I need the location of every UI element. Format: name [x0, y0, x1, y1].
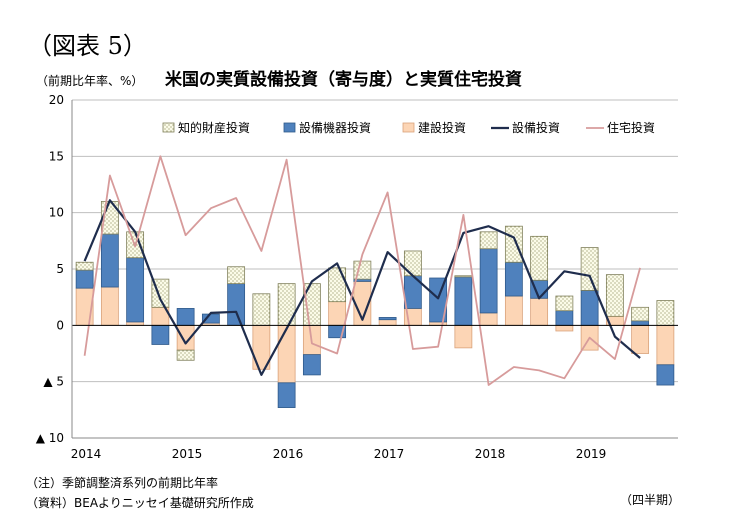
legend-label: 住宅投資	[607, 120, 655, 135]
bar-equipment	[555, 310, 574, 326]
legend-swatch-ip	[162, 122, 175, 133]
bar-equipment	[277, 382, 296, 408]
legend-item-structures: 建設投資	[402, 120, 466, 135]
bar-equipment	[580, 290, 599, 326]
bar-structures	[277, 324, 296, 384]
bar-ip	[403, 250, 422, 277]
bar-structures	[378, 319, 397, 326]
bar-ip	[75, 261, 94, 271]
bar-ip	[252, 293, 271, 326]
bar-ip	[580, 247, 599, 291]
bar-equipment	[479, 248, 498, 314]
legend-item-ip: 知的財産投資	[162, 120, 250, 135]
y-tick-label: 0	[56, 318, 64, 332]
bar-equipment	[100, 233, 119, 288]
bars	[75, 200, 675, 408]
y-tick-label: 5	[56, 262, 64, 276]
bar-structures	[656, 324, 675, 366]
y-tick-label: 15	[49, 149, 64, 163]
x-tick-label: 2019	[576, 447, 607, 461]
bar-structures	[479, 312, 498, 326]
x-tick-label: 2017	[374, 447, 405, 461]
legend-label: 設備投資	[512, 120, 560, 135]
chart-title: 米国の実質設備投資（寄与度）と実質住宅投資	[165, 70, 522, 90]
bar-equipment	[75, 269, 94, 289]
lines	[83, 155, 641, 386]
legend-label: 知的財産投資	[178, 120, 250, 135]
bar-ip	[656, 300, 675, 326]
bar-structures	[429, 321, 448, 326]
bar-equipment	[302, 354, 321, 376]
bar-structures	[555, 324, 574, 332]
bar-ip	[530, 235, 549, 281]
bar-structures	[328, 301, 347, 326]
legend-item-equipment: 設備機器投資	[283, 120, 371, 135]
legend-item-total: 設備投資	[491, 120, 560, 135]
bar-equipment	[454, 276, 473, 326]
bar-ip	[631, 306, 650, 322]
x-axis-unit-label: （四半期）	[620, 493, 681, 507]
bar-structures	[631, 324, 650, 354]
bar-structures	[100, 286, 119, 326]
y-axis-unit-label: （前期比年率、%）	[36, 74, 144, 88]
source-note: （資料）BEAよりニッセイ基礎研究所作成	[26, 496, 254, 510]
x-tick-label: 2014	[71, 447, 102, 461]
legend-swatch-structures	[402, 122, 415, 133]
y-tick-label: ▲ 10	[36, 431, 64, 445]
bar-structures	[504, 295, 523, 326]
footnote: （注）季節調整済系列の前期比年率	[26, 476, 219, 490]
x-tick-label: 2015	[172, 447, 203, 461]
bar-ip	[504, 225, 523, 263]
bar-equipment	[378, 317, 397, 321]
legend-label: 設備機器投資	[299, 120, 371, 135]
x-tick-label: 2016	[273, 447, 304, 461]
legend: 知的財産投資 設備機器投資 建設投資 設備投資 住宅投資	[162, 120, 655, 135]
line-total	[83, 199, 641, 376]
line-residential	[83, 155, 641, 386]
y-tick-label: 20	[49, 93, 64, 107]
bar-structures	[530, 297, 549, 326]
bar-equipment	[504, 261, 523, 297]
bar-equipment	[151, 324, 170, 345]
bar-equipment	[227, 283, 246, 326]
x-tick-label: 2018	[475, 447, 506, 461]
bar-equipment	[656, 364, 675, 386]
bar-ip	[227, 266, 246, 285]
bar-equipment	[631, 320, 650, 326]
legend-label: 建設投資	[418, 120, 466, 135]
bar-equipment	[176, 308, 195, 326]
y-tick-label: 10	[49, 206, 64, 220]
bar-structures	[454, 324, 473, 349]
legend-item-residential: 住宅投資	[586, 120, 655, 135]
bar-equipment	[126, 257, 145, 323]
bar-ip	[479, 231, 498, 250]
figure-label: （図表 5）	[28, 32, 147, 60]
bar-ip	[454, 275, 473, 278]
legend-swatch-equipment	[283, 122, 296, 133]
bar-ip	[176, 349, 195, 361]
y-tick-label: ▲ 5	[43, 375, 64, 389]
bar-ip	[605, 274, 624, 317]
bar-ip	[555, 295, 574, 312]
bar-ip	[328, 267, 347, 303]
bar-structures	[126, 321, 145, 326]
